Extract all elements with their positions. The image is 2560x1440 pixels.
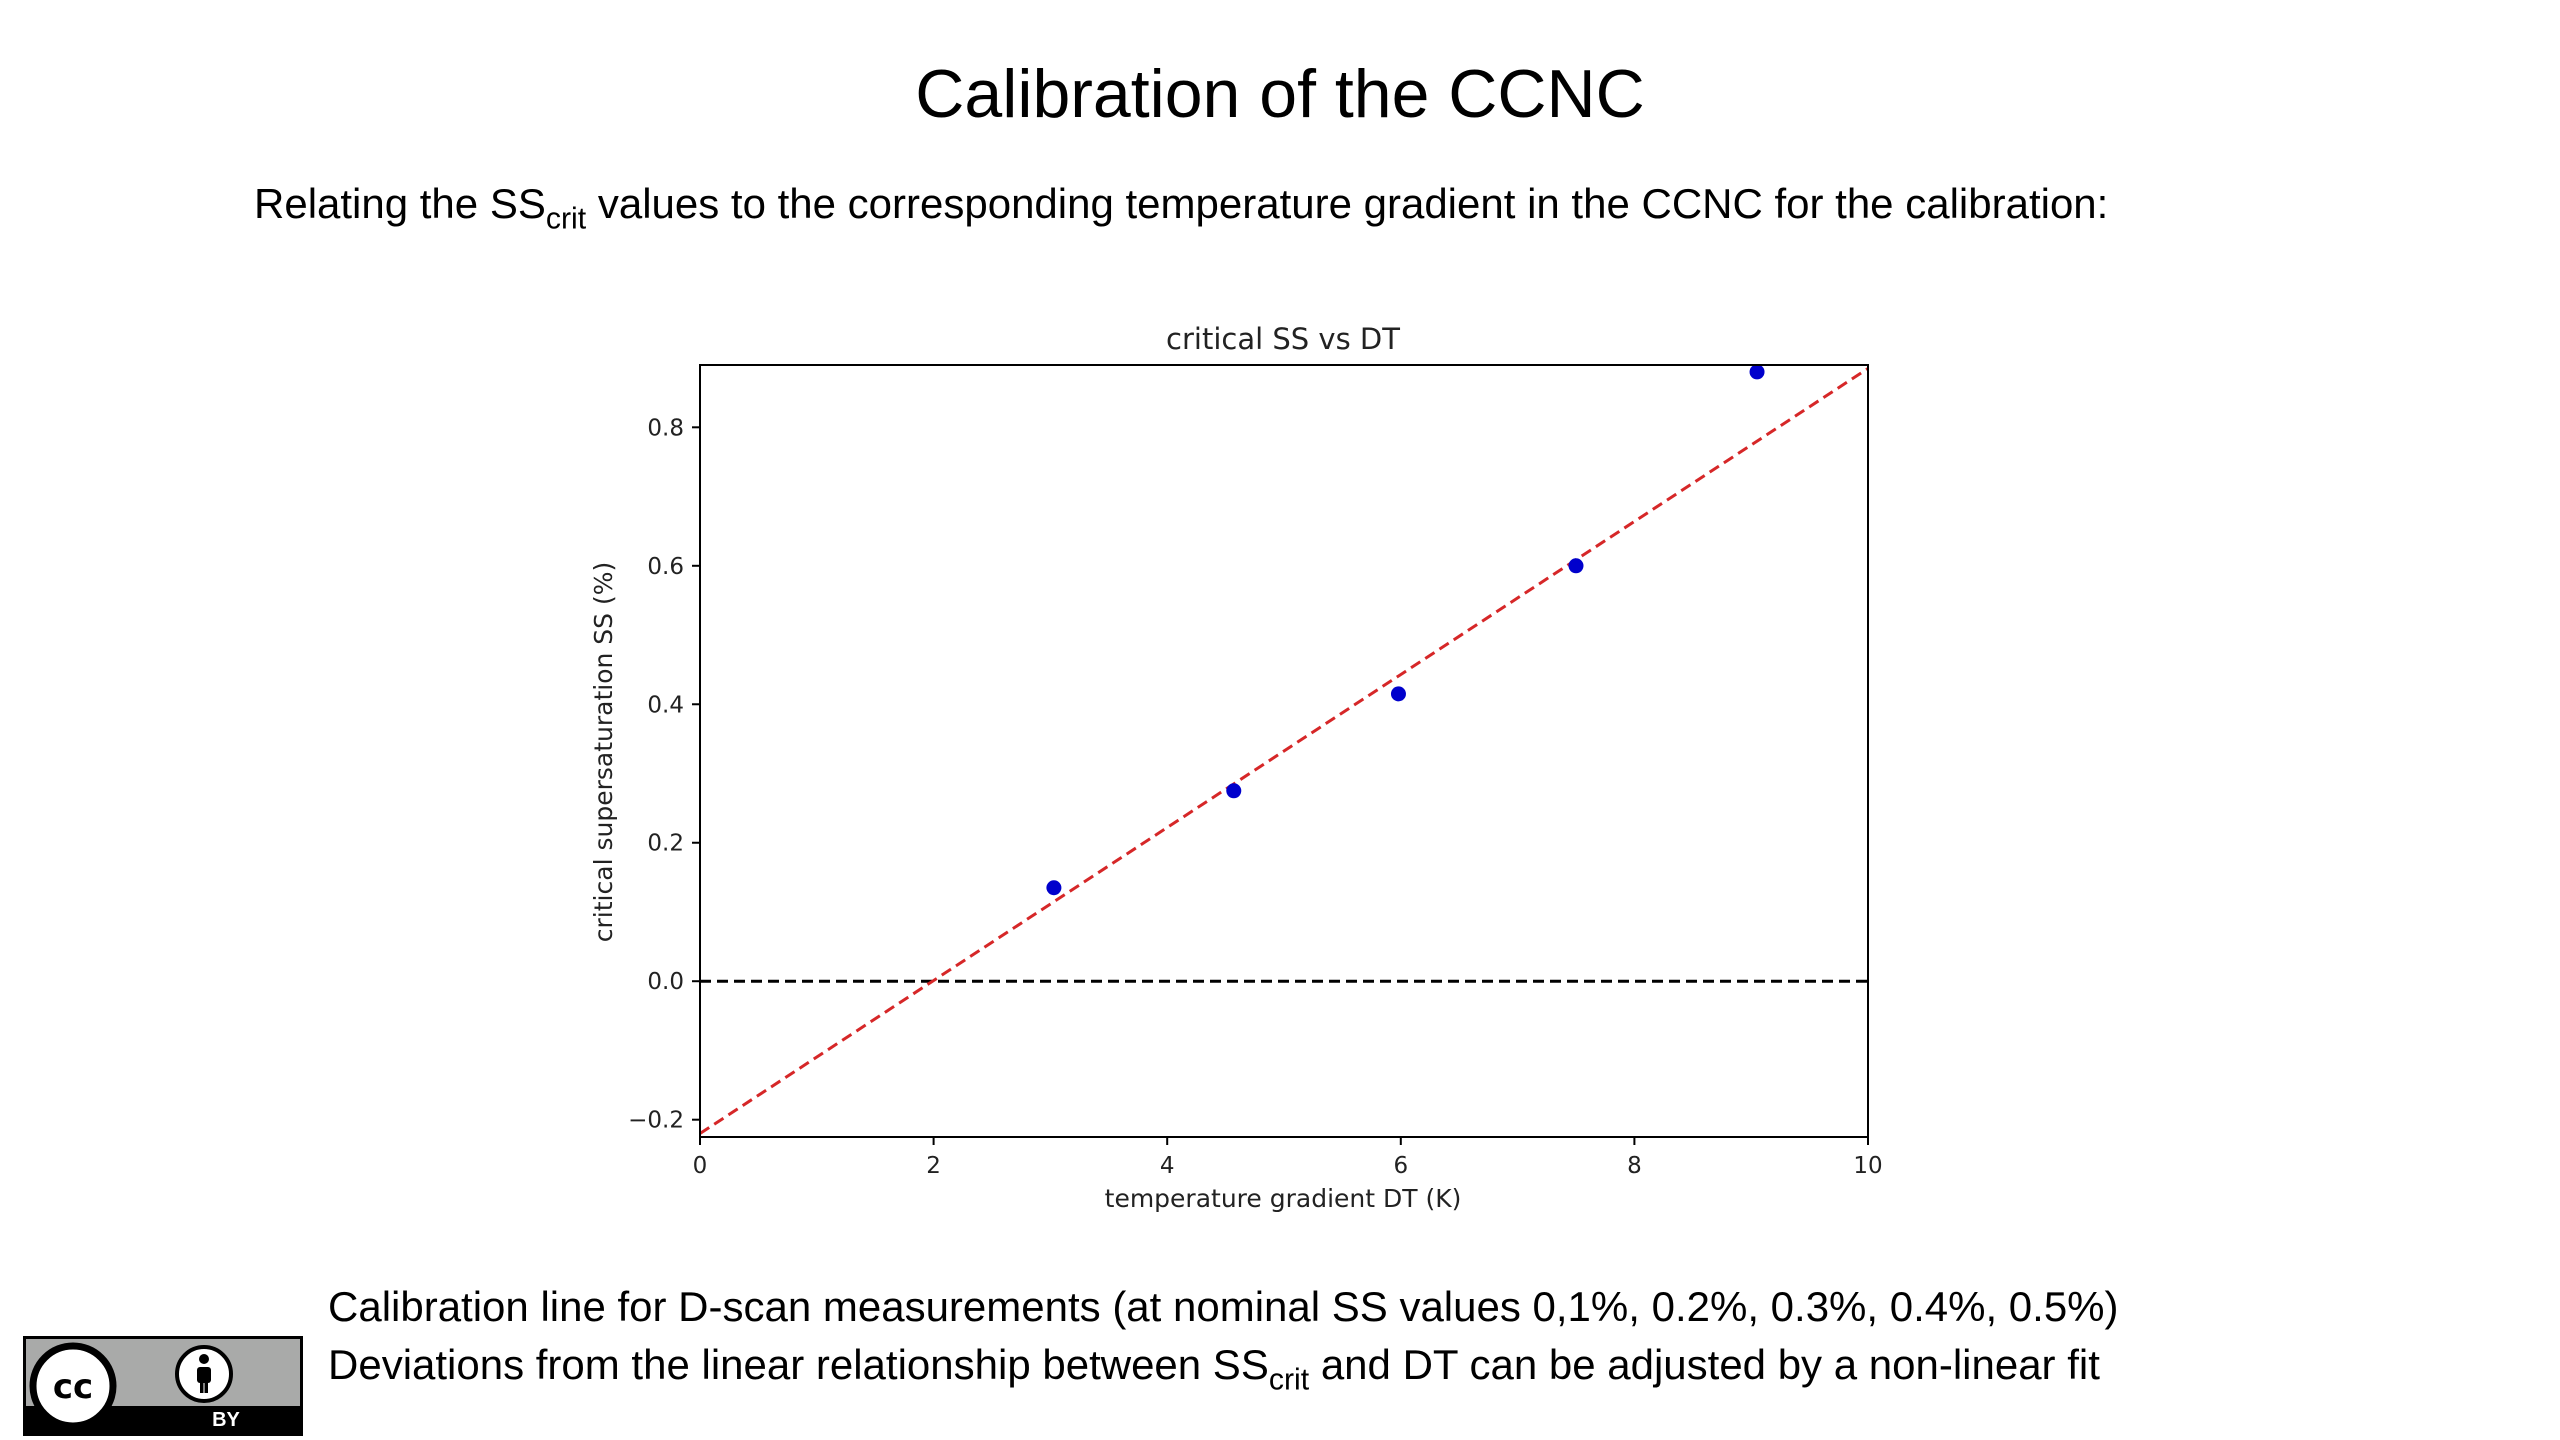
caption-line-2: Deviations from the linear relationship … — [328, 1336, 2119, 1410]
x-tick-label: 0 — [693, 1153, 708, 1179]
y-tick-label: 0.8 — [647, 415, 684, 441]
calibration-chart: critical SS vs DT temperature gradient D… — [589, 322, 1883, 1213]
slide-title: Calibration of the CCNC — [915, 56, 1645, 132]
y-axis-label: critical supersaturation SS (%) — [589, 562, 618, 942]
y-tick-label: 0.2 — [647, 831, 684, 857]
person-icon — [175, 1345, 233, 1403]
svg-text:cc: cc — [53, 1367, 93, 1407]
y-tick-label: 0.6 — [647, 554, 684, 580]
slide-caption: Calibration line for D-scan measurements… — [328, 1278, 2119, 1410]
x-tick-label: 6 — [1393, 1153, 1408, 1179]
caption-line-1: Calibration line for D-scan measurements… — [328, 1283, 2119, 1330]
cc-icon: cc — [29, 1342, 117, 1430]
x-tick-label: 8 — [1627, 1153, 1642, 1179]
y-tick-label: −0.2 — [628, 1108, 684, 1134]
x-tick-label: 2 — [926, 1153, 941, 1179]
x-axis-label: temperature gradient DT (K) — [1105, 1184, 1462, 1213]
caption-subscript: crit — [1268, 1363, 1310, 1397]
x-tick-label: 10 — [1853, 1153, 1882, 1179]
subtitle-text-start: Relating the SS — [254, 180, 546, 227]
caption-text-end: and DT can be adjusted by a non-linear f… — [1309, 1341, 2100, 1388]
subtitle-text-end: values to the corresponding temperature … — [586, 180, 2109, 227]
x-tick-label: 4 — [1160, 1153, 1175, 1179]
subtitle-subscript: crit — [545, 202, 587, 236]
fit-line — [699, 367, 1869, 1135]
data-point — [1046, 880, 1062, 896]
data-point — [1390, 686, 1406, 702]
badge-icons: cc — [29, 1342, 233, 1430]
data-point — [1568, 558, 1584, 574]
y-tick-label: 0.0 — [647, 969, 684, 995]
slide-subtitle: Relating the SScrit values to the corres… — [254, 174, 2108, 250]
caption-text-start: Deviations from the linear relationship … — [328, 1341, 1269, 1388]
y-tick-label: 0.4 — [647, 692, 684, 718]
chart-title: critical SS vs DT — [1166, 322, 1400, 356]
data-point — [1226, 783, 1242, 799]
cc-by-license-badge: cc BY — [23, 1336, 303, 1436]
data-point — [1749, 364, 1765, 380]
plot-frame — [699, 364, 1869, 1138]
badge-by-label: BY — [212, 1409, 240, 1431]
